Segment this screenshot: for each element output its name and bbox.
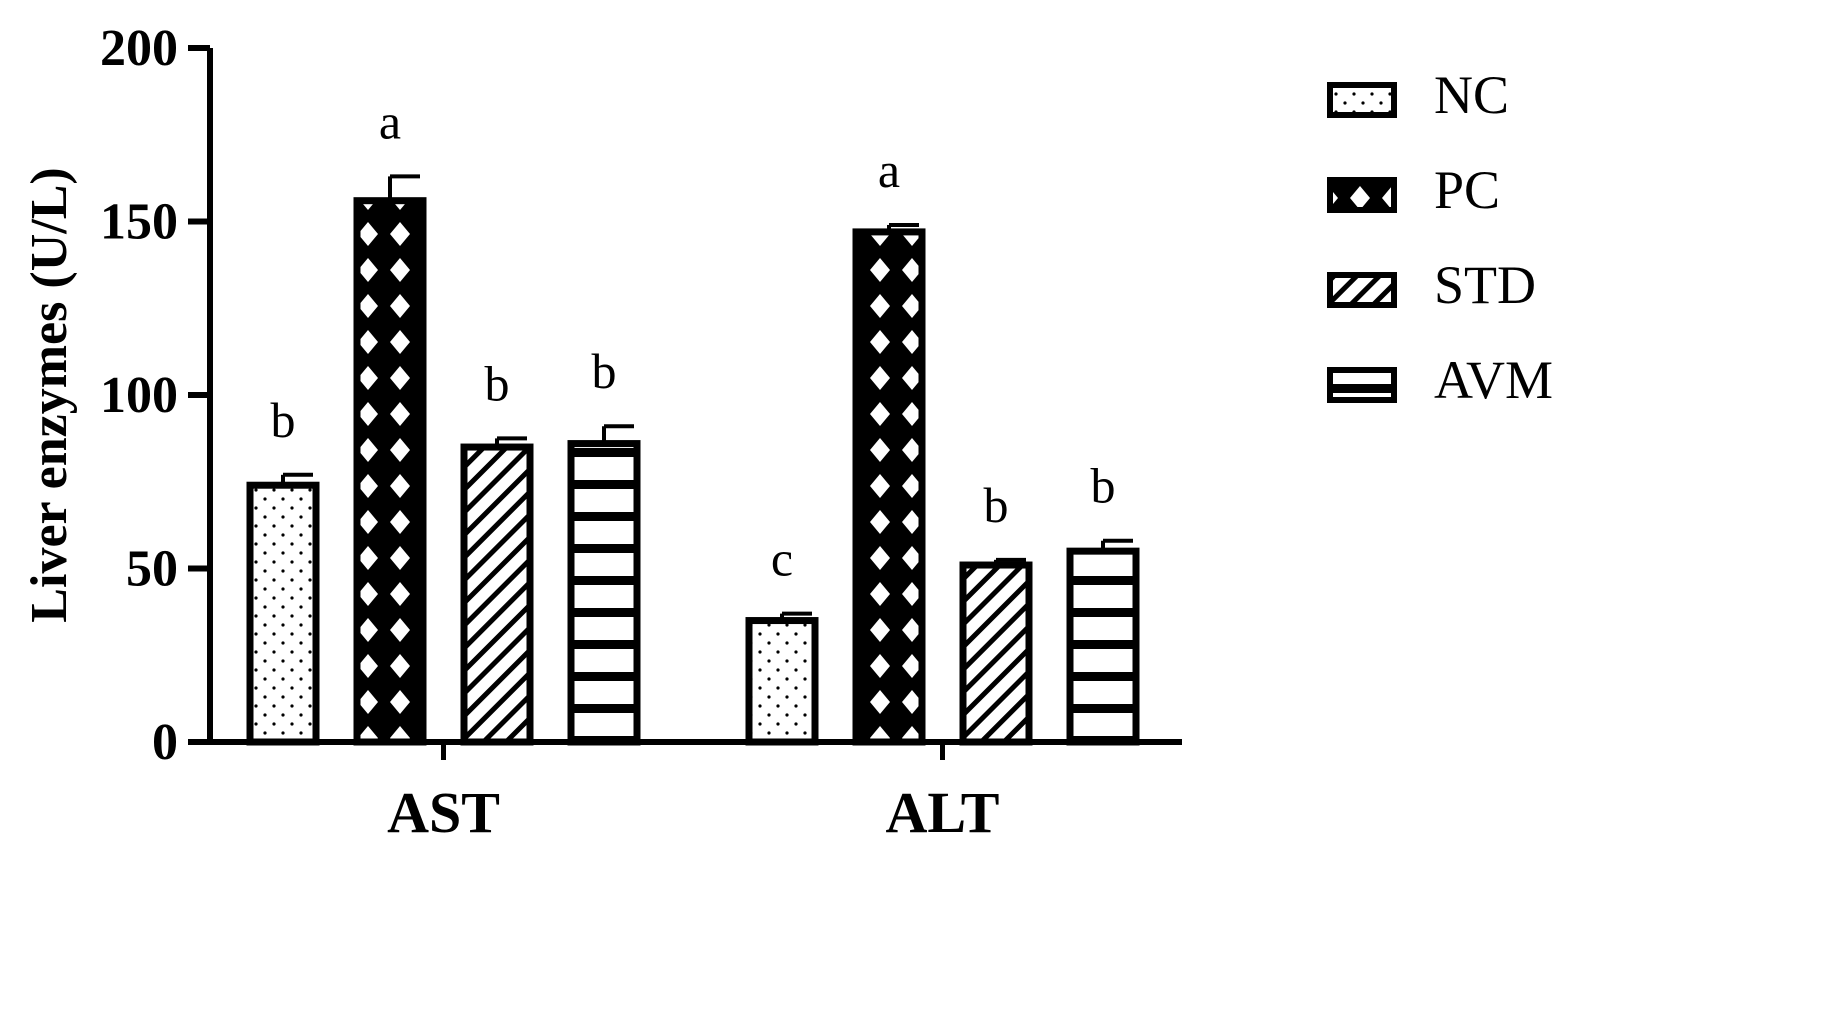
x-category-label: ALT <box>886 780 1000 845</box>
legend-swatch-avm <box>1327 367 1397 403</box>
bar-avm-alt <box>1066 547 1140 746</box>
labels: b a b b AST c a b b ALT <box>271 93 1116 845</box>
legend-swatch-pc <box>1327 177 1397 213</box>
bar-pc-alt <box>852 228 926 746</box>
y-tick-label: 150 <box>100 194 178 251</box>
bar-avm-ast <box>567 440 641 746</box>
bar-std-ast <box>460 443 534 746</box>
bar-pc-ast <box>353 197 427 746</box>
legend-label-std: STD <box>1434 255 1536 315</box>
y-tick-label: 0 <box>152 714 178 771</box>
bar-nc-ast <box>246 481 320 746</box>
significance-label: c <box>771 531 793 587</box>
legend-swatch-std <box>1327 272 1397 308</box>
y-axis-label: Liver enzymes (U/L) <box>21 167 78 622</box>
bars <box>246 174 1140 746</box>
legend-label-nc: NC <box>1434 65 1509 125</box>
significance-label: b <box>984 477 1009 533</box>
axes: 0 50 100 150 200 Liver enzymes (U/L) <box>21 20 1182 771</box>
significance-label: a <box>379 93 401 149</box>
significance-label: b <box>1091 458 1116 514</box>
legend-label-avm: AVM <box>1434 350 1553 410</box>
significance-label: b <box>485 355 510 411</box>
significance-label: b <box>271 392 296 448</box>
y-tick-label: 100 <box>100 367 178 424</box>
legend-label-pc: PC <box>1434 160 1500 220</box>
bar-std-alt <box>959 561 1033 746</box>
y-tick-label: 50 <box>126 541 178 598</box>
x-category-label: AST <box>387 780 500 845</box>
significance-label: b <box>592 343 617 399</box>
legend: NC PC STD AVM <box>1327 65 1553 410</box>
bar-nc-alt <box>745 617 819 746</box>
y-tick-label: 200 <box>100 20 178 77</box>
legend-swatch-nc <box>1327 82 1397 118</box>
significance-label: a <box>878 142 900 198</box>
